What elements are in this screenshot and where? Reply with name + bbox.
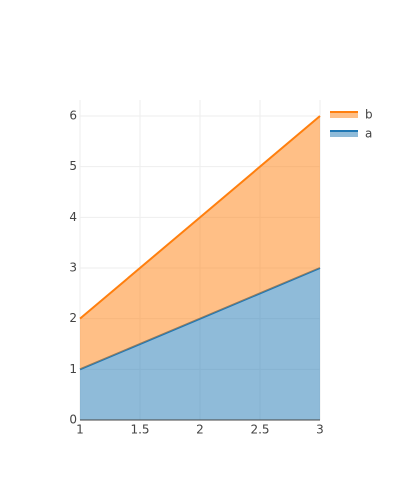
y-tick-label: 2 bbox=[69, 311, 77, 325]
legend-item: a bbox=[330, 127, 372, 141]
x-tick-label: 3 bbox=[316, 423, 324, 437]
legend-label: a bbox=[365, 127, 372, 141]
legend-label: b bbox=[365, 108, 373, 122]
x-tick-label: 1.5 bbox=[130, 423, 149, 437]
legend-item: b bbox=[330, 108, 373, 122]
legend-swatch bbox=[330, 112, 358, 118]
y-tick-label: 0 bbox=[69, 413, 77, 427]
y-tick-label: 3 bbox=[69, 261, 77, 275]
area-fill bbox=[80, 116, 320, 370]
area-line bbox=[79, 115, 321, 320]
x-tick-label: 2 bbox=[196, 423, 204, 437]
y-tick-label: 4 bbox=[69, 210, 77, 224]
y-tick-label: 6 bbox=[69, 109, 77, 123]
area-fill bbox=[80, 268, 320, 420]
y-tick-label: 5 bbox=[69, 159, 77, 173]
legend-swatch bbox=[330, 131, 358, 137]
x-tick-label: 1 bbox=[76, 423, 84, 437]
y-tick-label: 1 bbox=[69, 362, 77, 376]
x-tick-label: 2.5 bbox=[250, 423, 269, 437]
